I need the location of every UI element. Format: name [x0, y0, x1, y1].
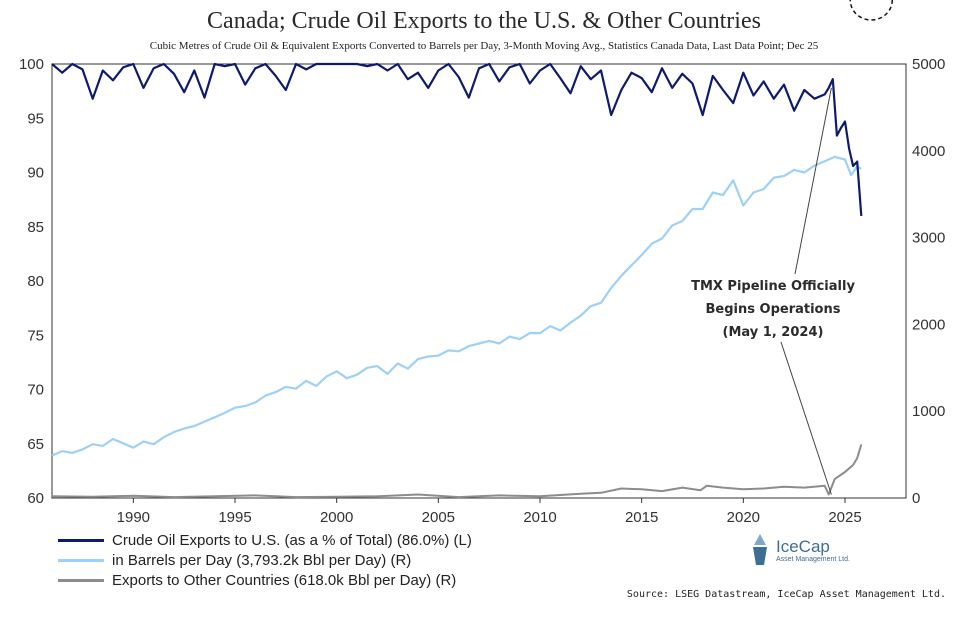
- y-left-tick-label: 85: [27, 219, 44, 236]
- chart-canvas: 1990 1995 2000 2005 2010 2015 2020 2025 60 65 70 75…: [19, 0, 945, 526]
- highlight-circle: [849, 0, 894, 21]
- annotation-pointer-bottom: [780, 341, 832, 495]
- icecap-logo: IceCap Asset Management Ltd.: [748, 533, 850, 567]
- x-tick-label: 2005: [422, 509, 455, 526]
- legend-label-other: Exports to Other Countries (618.0k Bbl p…: [112, 571, 457, 589]
- legend-item-other: Exports to Other Countries (618.0k Bbl p…: [58, 570, 472, 590]
- series-line-other: [51, 444, 863, 499]
- y-left-tick-label: 80: [27, 273, 44, 290]
- series-line-us-pct: [51, 62, 863, 216]
- annotation-line: Begins Operations: [706, 302, 841, 317]
- y-right-tick-label: 5000: [912, 56, 945, 73]
- legend-swatch-us-bbl: [58, 558, 104, 562]
- x-tick-label: 2025: [828, 509, 861, 526]
- annotation-line: TMX Pipeline Officially: [691, 279, 855, 294]
- logo-name: IceCap: [776, 536, 830, 556]
- annotation-pointer-top: [794, 87, 832, 275]
- x-tick-label: 2020: [727, 509, 760, 526]
- y-left-tick-label: 65: [27, 436, 44, 453]
- source-note: Source: LSEG Datastream, IceCap Asset Ma…: [626, 589, 946, 600]
- y-left-tick-label: 95: [27, 110, 44, 127]
- annotation-line: (May 1, 2024): [723, 325, 824, 340]
- legend: Crude Oil Exports to U.S. (as a % of Tot…: [58, 530, 472, 590]
- chart-subtitle: Cubic Metres of Crude Oil & Equivalent E…: [149, 40, 819, 52]
- legend-swatch-other: [58, 578, 104, 582]
- y-right-tick-label: 1000: [912, 403, 945, 420]
- chart-title: Canada; Crude Oil Exports to the U.S. & …: [207, 8, 761, 34]
- x-tick-label: 2015: [625, 509, 658, 526]
- y-left-tick-label: 70: [27, 382, 44, 399]
- x-tick-label: 2010: [523, 509, 556, 526]
- legend-swatch-us-pct: [58, 538, 104, 542]
- y-right-tick-label: 3000: [912, 230, 945, 247]
- x-tick-label: 1995: [218, 509, 251, 526]
- legend-label-us-pct: Crude Oil Exports to U.S. (as a % of Tot…: [112, 531, 472, 549]
- y-right-tick-label: 2000: [912, 316, 945, 333]
- logo-tagline: Asset Management Ltd.: [776, 555, 850, 563]
- series-line-us-bbl: [51, 155, 862, 457]
- y-right-tick-label: 0: [912, 490, 920, 507]
- y-left-tick-label: 75: [27, 327, 44, 344]
- y-left-tick-label: 60: [27, 490, 44, 507]
- x-tick-label: 2000: [320, 509, 353, 526]
- legend-item-us-bbl: in Barrels per Day (3,793.2k Bbl per Day…: [58, 550, 472, 570]
- legend-label-us-bbl: in Barrels per Day (3,793.2k Bbl per Day…: [112, 551, 412, 569]
- y-left-tick-label: 90: [27, 165, 44, 182]
- plot-frame: [51, 63, 907, 499]
- x-tick-label: 1990: [117, 509, 150, 526]
- y-left-tick-label: 100: [19, 56, 44, 73]
- iceberg-icon: [753, 534, 767, 565]
- y-right-tick-label: 4000: [912, 143, 945, 160]
- legend-item-us-pct: Crude Oil Exports to U.S. (as a % of Tot…: [58, 530, 472, 550]
